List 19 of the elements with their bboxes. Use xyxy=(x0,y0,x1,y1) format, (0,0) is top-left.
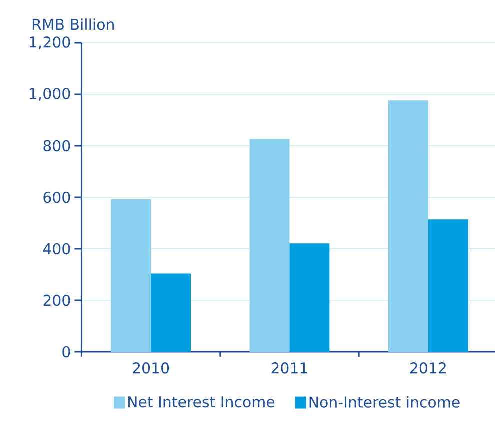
y-tick-label: 0 xyxy=(62,346,70,358)
bar xyxy=(428,220,468,352)
x-tick-label: 2012 xyxy=(410,362,446,374)
x-tick-label: 2011 xyxy=(272,362,308,374)
bar xyxy=(151,274,191,352)
x-tick-label: 2010 xyxy=(133,362,170,374)
y-tick-label: 1,000 xyxy=(30,88,70,101)
legend-label: Non-Interest income xyxy=(310,396,460,408)
bar xyxy=(290,244,330,352)
y-tick-label: 800 xyxy=(44,140,70,152)
y-tick-label: 200 xyxy=(44,294,70,306)
y-axis-title: RMB Billion xyxy=(32,18,114,30)
y-tick-label: 1,200 xyxy=(30,36,70,50)
bar xyxy=(111,200,152,352)
bar xyxy=(250,139,290,352)
y-tick-label: 600 xyxy=(44,192,70,204)
bar xyxy=(388,100,428,352)
legend-label: Net Interest Income xyxy=(128,396,275,408)
y-tick-label: 400 xyxy=(43,243,70,255)
